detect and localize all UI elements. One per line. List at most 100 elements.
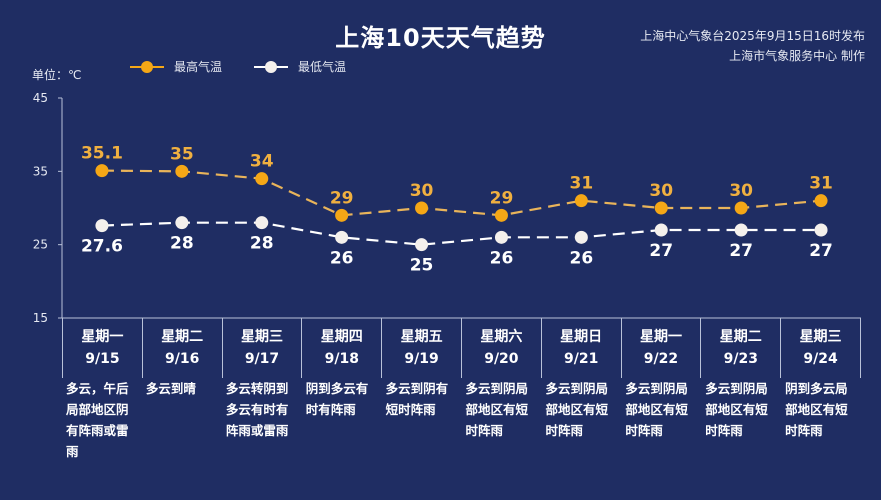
weekday-label: 星期二: [719, 329, 762, 345]
data-point[interactable]: [95, 164, 109, 178]
day-column-header: 星期一 9/22: [620, 318, 701, 378]
data-point[interactable]: [415, 238, 429, 252]
date-label: 9/15: [85, 351, 120, 367]
weather-description: 多云到阴局部地区有短时阵雨: [545, 381, 608, 438]
value-label: 31: [570, 174, 594, 194]
publisher-info: 上海中心气象台2025年9月15日16时发布 上海市气象服务中心 制作: [640, 26, 865, 66]
date-label: 9/19: [404, 351, 439, 367]
data-point[interactable]: [574, 230, 588, 244]
weekday-label: 星期一: [81, 329, 124, 345]
data-point[interactable]: [415, 201, 429, 215]
data-point[interactable]: [734, 201, 748, 215]
weather-description: 阴到多云局部地区有短时阵雨: [785, 381, 848, 438]
data-point[interactable]: [175, 216, 189, 230]
value-label: 26: [570, 248, 594, 268]
value-label: 34: [250, 152, 274, 172]
legend-label-high: 最高气温: [174, 60, 223, 74]
value-label: 27.6: [81, 237, 123, 257]
value-label: 25: [410, 256, 434, 276]
publisher-line-2: 上海市气象服务中心 制作: [729, 49, 865, 63]
data-point[interactable]: [734, 223, 748, 237]
weather-description: 阴到多云有时有阵雨: [305, 381, 369, 417]
data-point[interactable]: [814, 223, 828, 237]
data-point[interactable]: [814, 194, 828, 208]
low-temp-marker-icon: [254, 60, 289, 73]
value-label: 30: [729, 181, 753, 201]
date-label: 9/24: [803, 351, 838, 367]
legend-item-high[interactable]: 最高气温: [130, 58, 222, 75]
day-column-header: 星期二 9/23: [700, 318, 780, 378]
data-point[interactable]: [175, 164, 189, 178]
data-point[interactable]: [95, 219, 109, 233]
day-column-header: 星期二 9/16: [141, 318, 222, 378]
y-tick-label: 35: [33, 164, 48, 178]
data-point[interactable]: [255, 216, 269, 230]
day-column-header: 星期五 9/19: [381, 318, 461, 378]
high-temp-series: 35.1 35 34 29 30 29 31 30 30 31: [81, 144, 833, 222]
value-label: 29: [490, 188, 514, 208]
legend: 最高气温 最低气温: [130, 58, 346, 75]
weekday-label: 星期日: [560, 329, 603, 345]
date-label: 9/23: [723, 351, 758, 367]
date-label: 9/21: [564, 351, 599, 367]
day-column-header: 星期四 9/18: [301, 318, 381, 378]
legend-item-low[interactable]: 最低气温: [254, 58, 346, 75]
value-label: 30: [410, 181, 434, 201]
date-label: 9/18: [324, 351, 359, 367]
weekday-label: 星期三: [240, 329, 283, 345]
day-column-header: 星期日 9/21: [540, 318, 621, 378]
date-label: 9/20: [484, 351, 519, 367]
value-label: 27: [649, 241, 673, 261]
high-temp-marker-icon: [130, 60, 164, 73]
value-label: 31: [809, 174, 833, 194]
value-label: 28: [170, 234, 194, 254]
weekday-label: 星期四: [320, 329, 363, 345]
publisher-line-1: 上海中心气象台2025年9月15日16时发布: [640, 29, 865, 43]
value-label: 35: [170, 144, 194, 164]
value-label: 26: [330, 248, 354, 268]
data-point[interactable]: [335, 230, 349, 244]
value-label: 28: [250, 234, 274, 254]
weather-description: 多云到晴: [145, 381, 196, 396]
weather-description: 多云转阴到多云有时有阵雨或雷雨: [225, 381, 289, 438]
data-point[interactable]: [654, 201, 668, 215]
data-point[interactable]: [654, 223, 668, 237]
weather-description: 多云，午后局部地区阴有阵雨或雷雨: [66, 381, 129, 459]
value-label: 27: [809, 241, 833, 261]
weather-description: 多云到阴局部地区有短时阵雨: [625, 381, 688, 438]
y-tick-label: 15: [33, 311, 48, 325]
date-label: 9/17: [244, 351, 280, 367]
y-tick-label: 45: [33, 91, 48, 105]
data-point[interactable]: [494, 208, 508, 222]
weekday-label: 星期五: [400, 329, 443, 345]
weather-description: 多云到阴局部地区有短时阵雨: [705, 381, 768, 438]
weather-description: 多云到阴有短时阵雨: [385, 381, 449, 417]
value-label: 30: [649, 181, 673, 201]
day-column-header: 星期三 9/17: [221, 318, 302, 378]
day-column-header: 星期三 9/24: [780, 318, 861, 378]
weather-description: 多云到阴局部地区有短时阵雨: [465, 381, 529, 438]
weekday-label: 星期六: [480, 329, 523, 345]
data-point[interactable]: [494, 230, 508, 244]
legend-label-low: 最低气温: [298, 60, 347, 74]
date-label: 9/16: [165, 351, 200, 367]
data-point[interactable]: [335, 208, 349, 222]
value-label: 27: [729, 241, 753, 261]
day-headers: 星期一 9/15 星期二 9/16 星期三 9/17 星期四 9/18 星期五 9/19 星期六 9/…: [62, 318, 861, 378]
value-label: 35.1: [81, 144, 123, 164]
data-point[interactable]: [574, 194, 588, 208]
value-label: 26: [490, 248, 514, 268]
weekday-label: 星期一: [639, 329, 682, 345]
data-point[interactable]: [255, 172, 269, 186]
day-column-header: 星期六 9/20: [460, 318, 541, 378]
day-column-header: 星期一 9/15: [62, 318, 142, 378]
date-label: 9/22: [643, 351, 679, 367]
chart-title: 上海10天天气趋势: [335, 24, 546, 52]
unit-label: 单位：℃: [32, 68, 82, 82]
low-temp-series: 27.6 28 28 26 25 26 26 27 27 27: [81, 216, 833, 276]
value-label: 29: [330, 188, 354, 208]
weather-descriptions: 多云，午后局部地区阴有阵雨或雷雨 多云到晴 多云转阴到多云有时有阵雨或雷雨 阴到多云有…: [62, 378, 861, 462]
weekday-label: 星期三: [799, 329, 842, 345]
weekday-label: 星期二: [161, 329, 204, 345]
